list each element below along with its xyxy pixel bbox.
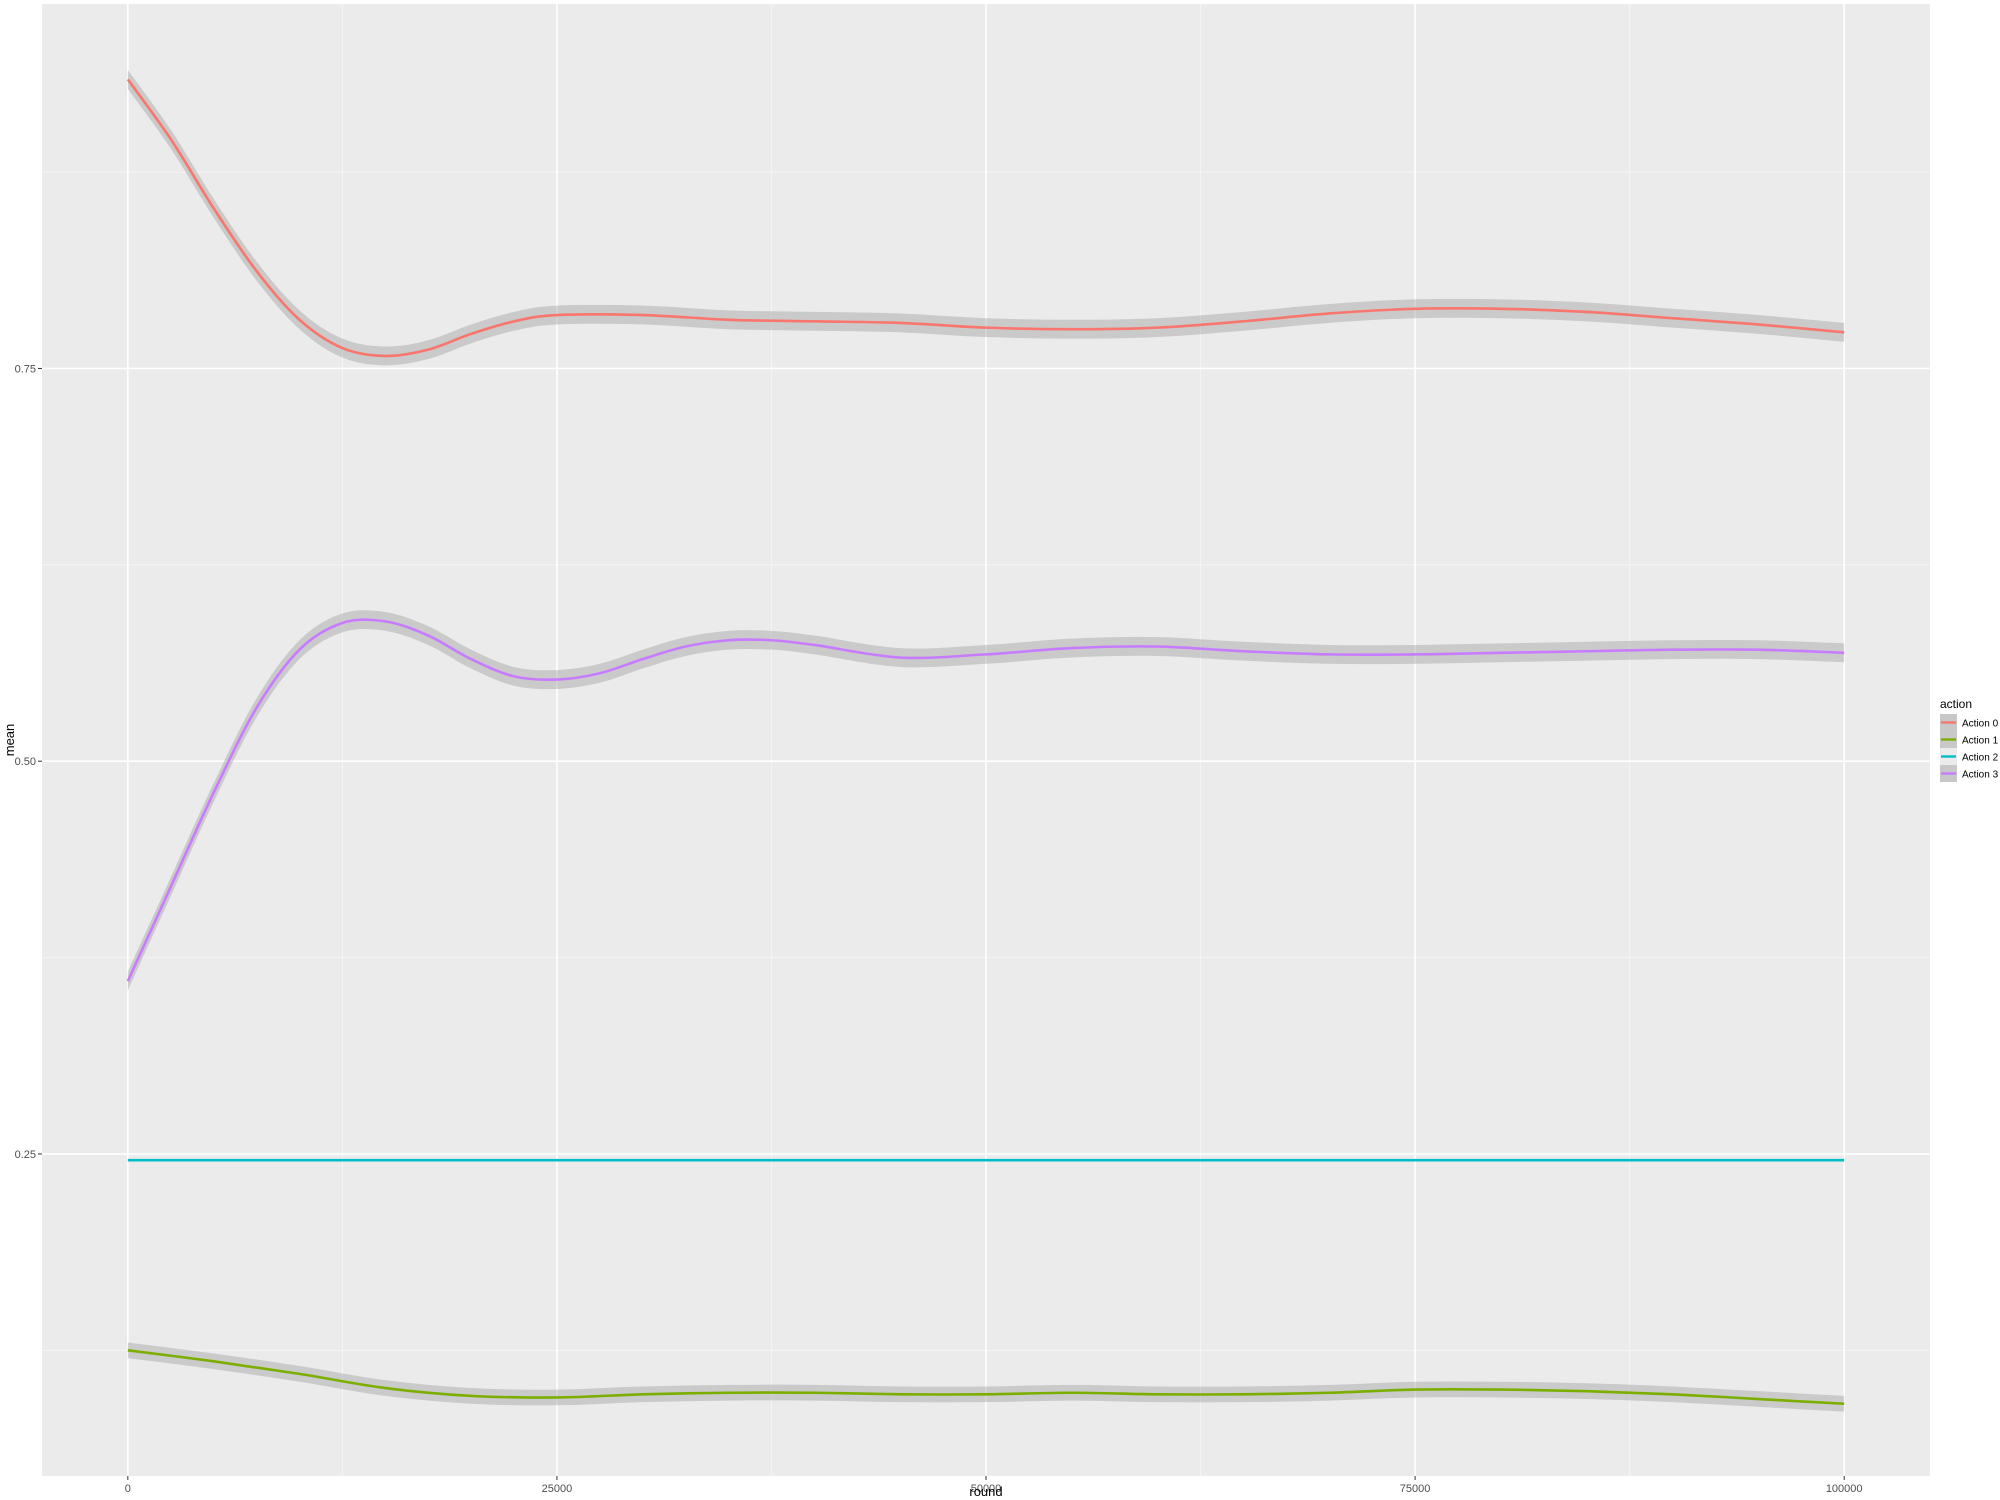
y-tick-label: 0.50 (15, 756, 36, 768)
x-axis: 0 25000 50000 75000 100000 (125, 1476, 1863, 1495)
band-action-1 (127, 1342, 1845, 1412)
legend-label-action-3: Action 3 (1962, 770, 1999, 781)
x-tick-label: 100000 (1826, 1483, 1863, 1495)
line-action-0 (126, 78, 1845, 358)
grid-major (42, 4, 1930, 1476)
legend-label-action-2: Action 2 (1962, 753, 1999, 764)
x-tick-label: 50000 (971, 1483, 1002, 1495)
x-axis-title: round (969, 1484, 1002, 1499)
line-action-3 (126, 618, 1845, 982)
y-axis: 0.25 0.50 0.75 (15, 363, 42, 1161)
series-lines (126, 78, 1845, 1406)
legend-title: action (1940, 697, 1972, 711)
legend-label-action-1: Action 1 (1962, 736, 1999, 747)
x-tick-label: 0 (125, 1483, 131, 1495)
x-tick-label: 25000 (542, 1483, 573, 1495)
x-tick-label: 75000 (1400, 1483, 1431, 1495)
y-axis-title: mean (2, 724, 17, 757)
line-action-1 (127, 1349, 1845, 1406)
y-tick-label: 0.75 (15, 363, 36, 375)
legend-label-action-0: Action 0 (1962, 719, 1999, 730)
y-tick-label: 0.25 (15, 1149, 36, 1161)
legend: action Action 0 Action 1 Action 2 Action 3 (1940, 697, 1999, 782)
